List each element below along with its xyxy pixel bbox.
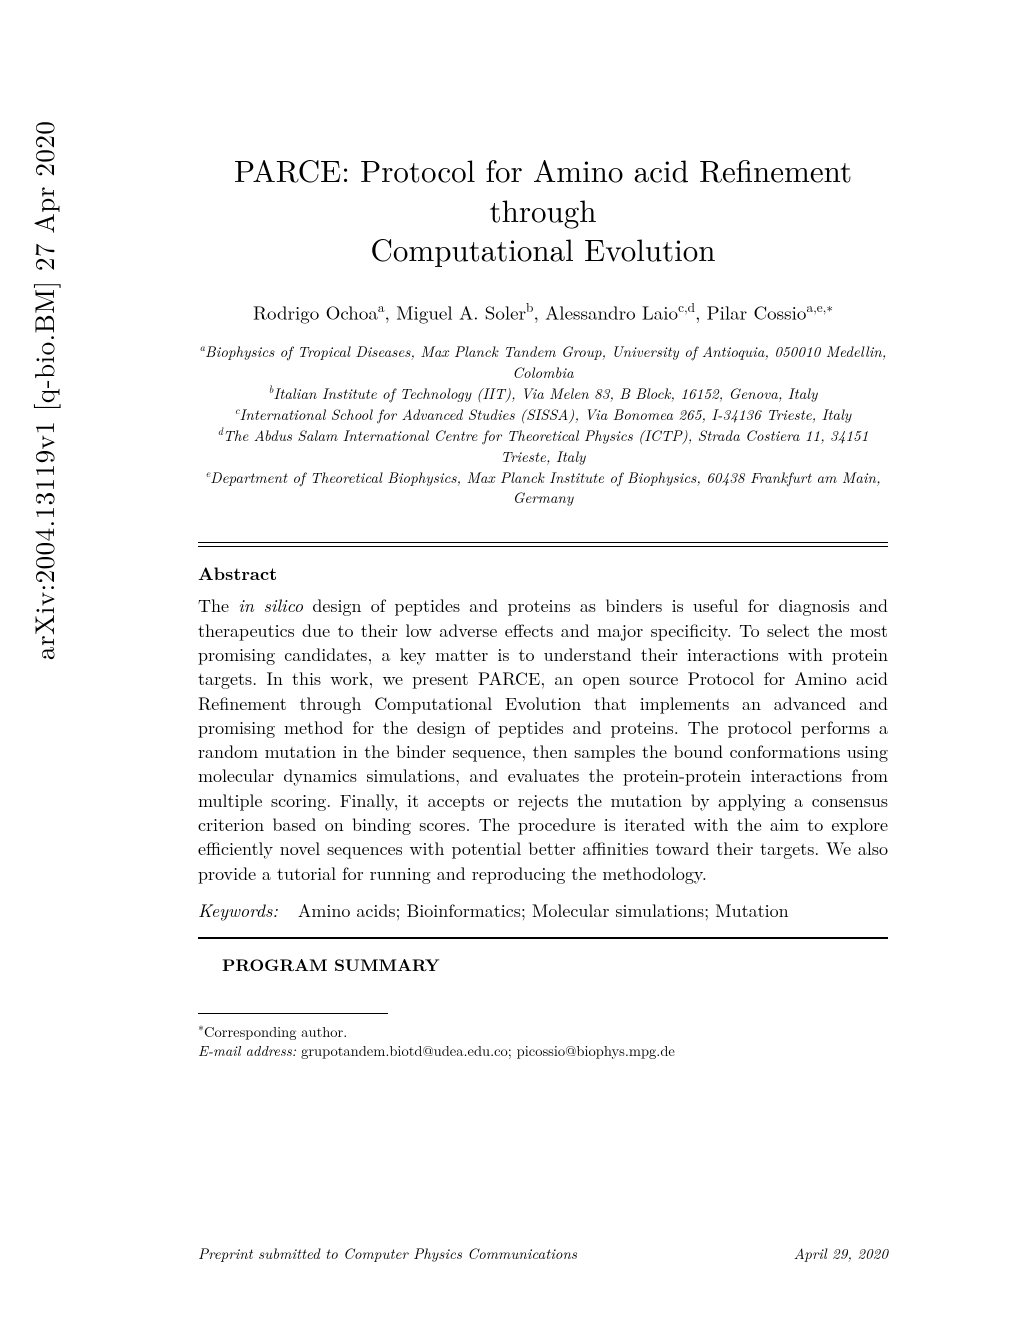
bottom-rule [198, 937, 888, 939]
affiliation-a: aBiophysics of Tropical Diseases, Max Pl… [198, 341, 888, 383]
keywords-line: Keywords: Amino acids; Bioinformatics; M… [198, 898, 888, 923]
abstract-insilico: in silico [238, 593, 303, 618]
affiliation-b: bItalian Institute of Technology (IIT), … [198, 383, 888, 404]
rule-top-thick [198, 542, 888, 543]
affiliation-e: eDepartment of Theoretical Biophysics, M… [198, 467, 888, 509]
author-3: Alessandro Laio [545, 298, 678, 325]
footnote-email-label: E-mail address: [198, 1041, 296, 1061]
author-4: Pilar Cossio [707, 298, 807, 325]
author-1: Rodrigo Ochoa [253, 298, 378, 325]
paper-title: PARCE: Protocol for Amino acid Refinemen… [198, 150, 888, 269]
abstract-pre: The [198, 593, 238, 618]
footnote-rule [198, 1013, 388, 1014]
footer-date: April 29, 2020 [794, 1243, 888, 1264]
affiliations: aBiophysics of Tropical Diseases, Max Pl… [198, 341, 888, 508]
arxiv-stamp: arXiv:2004.13119v1 [q-bio.BM] 27 Apr 202… [24, 121, 62, 660]
top-rule [198, 542, 888, 547]
abstract-heading: Abstract [198, 561, 888, 586]
title-line-1: PARCE: Protocol for Amino acid Refinemen… [234, 147, 852, 231]
keywords-label: Keywords: [198, 898, 278, 923]
author-2-aff: b [526, 297, 533, 316]
keywords-value: Amino acids; Bioinformatics; Molecular s… [298, 898, 789, 923]
abstract-body: The in silico design of peptides and pro… [198, 594, 888, 886]
affiliation-d: dThe Abdus Salam International Centre fo… [198, 425, 888, 467]
title-line-2: Computational Evolution [371, 226, 716, 270]
program-summary-heading: PROGRAM SUMMARY [222, 953, 888, 977]
abstract-post: design of peptides and proteins as binde… [198, 593, 888, 885]
paper-page: PARCE: Protocol for Amino acid Refinemen… [128, 0, 958, 1320]
author-line: Rodrigo Ochoaa, Miguel A. Solerb, Alessa… [198, 297, 888, 325]
author-2: Miguel A. Soler [396, 298, 526, 325]
rule-top-thin [198, 546, 888, 547]
rule-bottom-thick [198, 938, 888, 939]
footnote-email: E-mail address: grupotandem.biotd@udea.e… [198, 1042, 888, 1062]
author-1-aff: a [378, 297, 385, 316]
page-footer: Preprint submitted to Computer Physics C… [198, 1243, 888, 1264]
affiliation-c: cInternational School for Advanced Studi… [198, 404, 888, 425]
author-4-aff: a,e,∗ [806, 297, 833, 316]
footnote-corresponding: ∗Corresponding author. [198, 1018, 888, 1042]
footnote-email-value: grupotandem.biotd@udea.edu.co; picossio@… [296, 1041, 675, 1061]
footer-journal: Preprint submitted to Computer Physics C… [198, 1243, 577, 1264]
author-3-aff: c,d [678, 297, 695, 316]
